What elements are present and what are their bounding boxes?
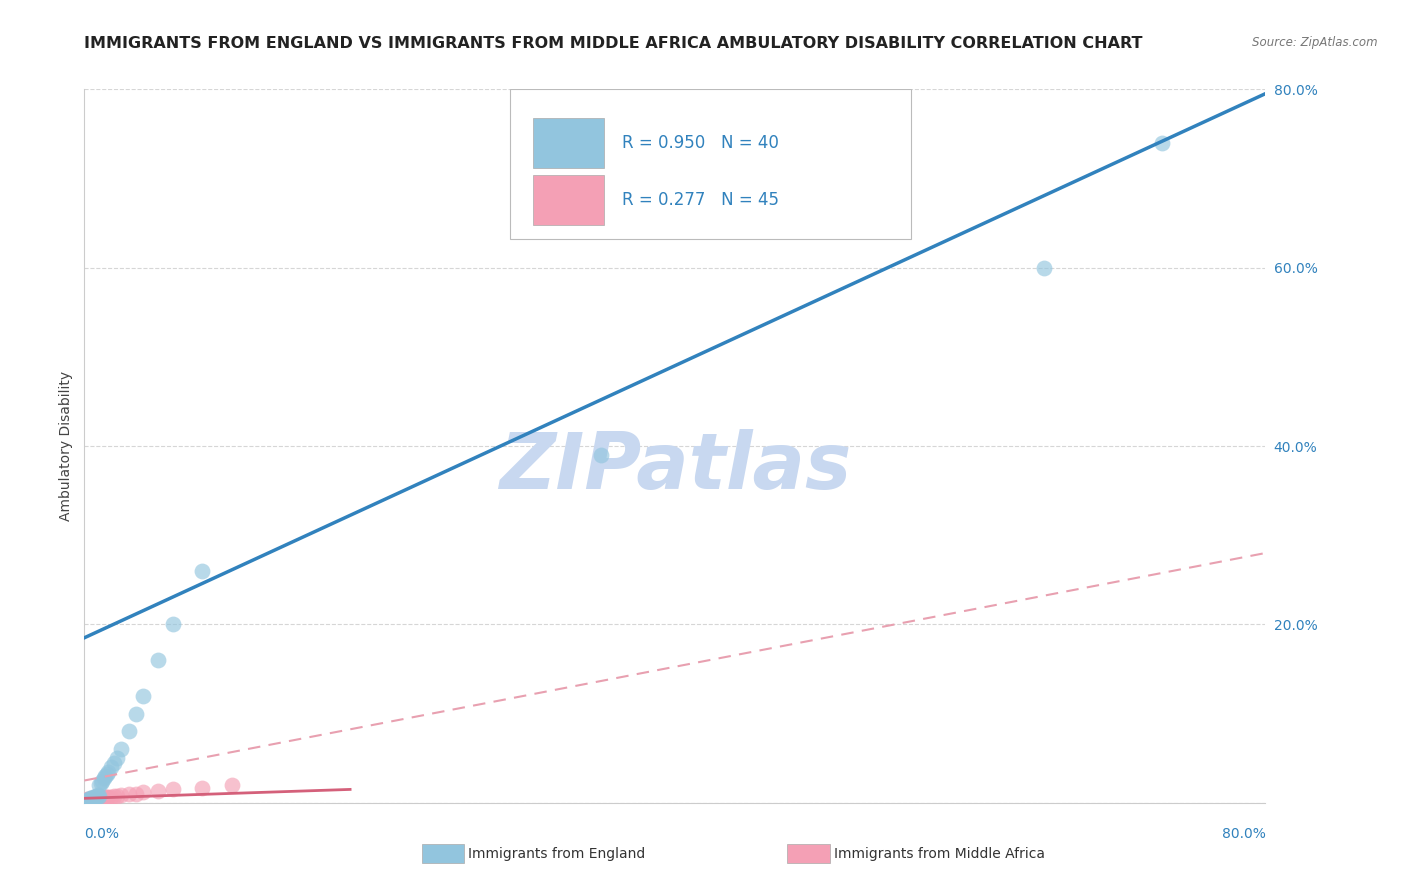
Point xyxy=(90,776,112,790)
Point xyxy=(80,793,103,807)
Point xyxy=(591,448,613,462)
Point xyxy=(91,791,114,805)
Point xyxy=(93,771,115,785)
Point xyxy=(79,792,101,806)
Point xyxy=(110,742,132,756)
Point xyxy=(76,792,98,806)
Point xyxy=(87,789,111,803)
Point xyxy=(75,793,97,807)
Point xyxy=(82,791,104,805)
Point xyxy=(76,793,98,807)
Point xyxy=(80,794,103,808)
Point xyxy=(83,789,105,804)
FancyBboxPatch shape xyxy=(533,118,605,168)
Point xyxy=(84,790,107,805)
Point xyxy=(97,789,120,804)
Text: Source: ZipAtlas.com: Source: ZipAtlas.com xyxy=(1253,36,1378,49)
Point xyxy=(84,791,107,805)
Point xyxy=(79,793,101,807)
Point xyxy=(87,778,111,792)
Point xyxy=(76,794,98,808)
Point xyxy=(103,789,125,803)
Point xyxy=(90,792,112,806)
Point xyxy=(83,791,105,805)
Point xyxy=(82,794,104,808)
Point xyxy=(84,789,107,803)
Point xyxy=(93,791,115,805)
Point xyxy=(97,764,120,779)
Point xyxy=(132,689,155,703)
Point xyxy=(87,791,111,805)
Point xyxy=(77,794,100,808)
Point xyxy=(83,792,105,806)
Point xyxy=(118,787,141,801)
Point xyxy=(76,793,98,807)
Point xyxy=(100,760,122,774)
Point xyxy=(86,791,108,805)
Point xyxy=(91,773,114,788)
Point xyxy=(75,794,97,808)
Text: R = 0.950   N = 40: R = 0.950 N = 40 xyxy=(621,134,779,152)
Point xyxy=(118,724,141,739)
Point xyxy=(125,706,148,721)
Point xyxy=(96,790,118,805)
Point xyxy=(94,790,117,805)
Point xyxy=(1032,260,1054,275)
Point xyxy=(148,784,170,798)
Text: 0.0%: 0.0% xyxy=(84,827,120,841)
Point xyxy=(77,792,100,806)
Point xyxy=(79,791,101,805)
Point xyxy=(77,795,100,809)
Point xyxy=(76,795,98,809)
Point xyxy=(191,780,214,795)
Point xyxy=(77,794,100,808)
Text: ZIPatlas: ZIPatlas xyxy=(499,429,851,506)
Point xyxy=(148,653,170,667)
Text: Immigrants from England: Immigrants from England xyxy=(468,847,645,861)
Point xyxy=(82,790,104,805)
Point xyxy=(75,795,97,809)
Text: 80.0%: 80.0% xyxy=(1222,827,1265,841)
Text: R = 0.277   N = 45: R = 0.277 N = 45 xyxy=(621,191,779,209)
Point xyxy=(96,767,118,781)
Text: IMMIGRANTS FROM ENGLAND VS IMMIGRANTS FROM MIDDLE AFRICA AMBULATORY DISABILITY C: IMMIGRANTS FROM ENGLAND VS IMMIGRANTS FR… xyxy=(84,36,1143,51)
Point xyxy=(77,793,100,807)
Point xyxy=(84,793,107,807)
Point xyxy=(80,794,103,808)
FancyBboxPatch shape xyxy=(533,175,605,225)
Point xyxy=(77,792,100,806)
Point xyxy=(105,789,128,803)
FancyBboxPatch shape xyxy=(509,89,911,239)
Point xyxy=(132,785,155,799)
Point xyxy=(1150,136,1173,150)
Point xyxy=(77,793,100,807)
Text: Immigrants from Middle Africa: Immigrants from Middle Africa xyxy=(834,847,1045,861)
Point xyxy=(162,782,184,797)
Point xyxy=(191,564,214,578)
Point xyxy=(83,794,105,808)
Point xyxy=(82,793,104,807)
Point xyxy=(80,791,103,805)
Point xyxy=(79,794,101,808)
Point xyxy=(94,769,117,783)
Point xyxy=(82,792,104,806)
Point xyxy=(162,617,184,632)
Point xyxy=(221,778,243,792)
Point xyxy=(80,792,103,806)
Point xyxy=(100,789,122,804)
Point xyxy=(86,789,108,804)
Point xyxy=(125,787,148,801)
Point xyxy=(105,751,128,765)
Point xyxy=(86,793,108,807)
Point xyxy=(103,756,125,770)
Point xyxy=(75,795,97,809)
Point xyxy=(76,794,98,808)
Point xyxy=(79,793,101,807)
Point xyxy=(87,793,111,807)
Point xyxy=(110,788,132,802)
Point xyxy=(86,788,108,802)
Y-axis label: Ambulatory Disability: Ambulatory Disability xyxy=(59,371,73,521)
Point xyxy=(80,792,103,806)
